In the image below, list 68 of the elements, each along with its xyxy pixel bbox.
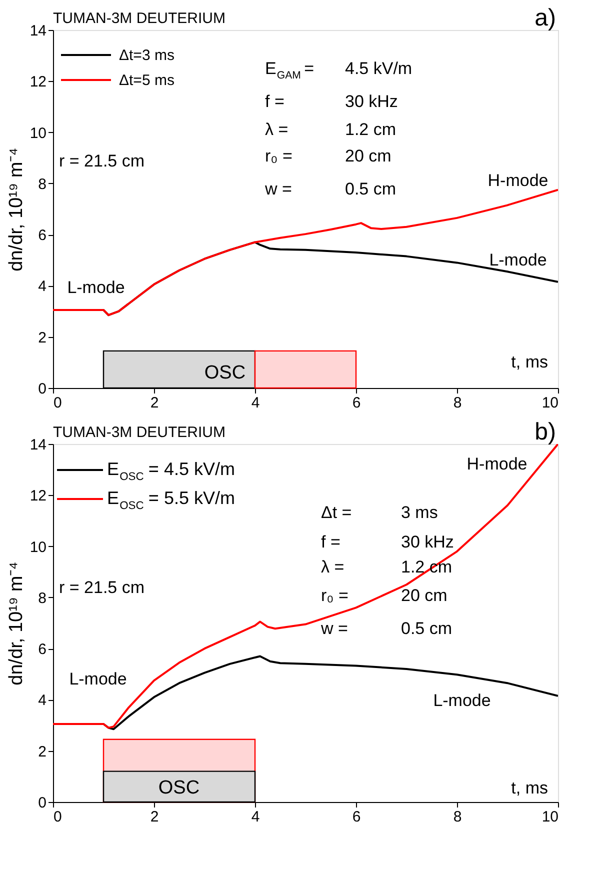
y-tick-label: 4 xyxy=(38,278,46,296)
x-tick-label: 8 xyxy=(453,394,462,412)
y-tick-label: 8 xyxy=(38,590,46,607)
annotation: 30 kHz xyxy=(345,92,398,111)
annotation: 3 ms xyxy=(401,503,438,522)
annotation: 20 cm xyxy=(401,586,448,605)
y-axis-title: dn/dr, 10¹⁹ m⁻⁴ xyxy=(6,148,27,272)
annotation: λ = xyxy=(265,120,288,140)
x-tick-label: 0 xyxy=(54,808,62,826)
y-tick-label: 10 xyxy=(30,538,46,556)
annotation: 1.2 cm xyxy=(401,558,452,577)
chart-title: TUMAN-3M DEUTERIUM xyxy=(53,424,226,441)
x-tick-label: 4 xyxy=(251,808,260,826)
y-tick-label: 2 xyxy=(38,743,46,760)
annotation: L-mode xyxy=(67,278,125,297)
annotation: w = xyxy=(320,618,348,638)
x-tick-label: 10 xyxy=(542,808,558,826)
y-tick-label: 0 xyxy=(38,380,46,398)
annotation: H-mode xyxy=(466,454,528,474)
annotation: Δt = xyxy=(321,503,352,522)
y-tick-label: 14 xyxy=(30,436,46,454)
x-tick-label: 4 xyxy=(251,394,260,412)
annotation: L-mode xyxy=(489,250,547,270)
annotation: OSC xyxy=(158,777,200,798)
x-tick-label: 6 xyxy=(352,394,361,412)
annotation: f = xyxy=(321,532,340,552)
legend-label: Δt=5 ms xyxy=(119,72,174,89)
annotation: w = xyxy=(264,180,292,199)
annotation: r₀ = xyxy=(265,146,292,166)
annotation: f = xyxy=(265,92,284,111)
annotation: 4.5 kV/m xyxy=(345,58,412,78)
y-tick-label: 10 xyxy=(30,124,46,142)
annotation: λ = xyxy=(321,558,344,577)
x-tick-label: 2 xyxy=(150,394,159,412)
y-tick-label: 2 xyxy=(38,329,46,346)
annotation: r₀ = xyxy=(321,586,348,605)
annotation: H-mode xyxy=(488,170,548,190)
annotation: OSC xyxy=(204,362,246,384)
annotation: r = 21.5 cm xyxy=(59,578,145,597)
annotation: t, ms xyxy=(511,352,548,372)
annotation: 0.5 cm xyxy=(401,618,452,638)
annotation: r = 21.5 cm xyxy=(59,151,145,170)
x-tick-label: 8 xyxy=(453,808,462,826)
annotation: 0.5 cm xyxy=(345,180,396,199)
y-tick-label: 6 xyxy=(38,227,46,244)
x-tick-label: 2 xyxy=(150,808,159,826)
chart-title: TUMAN-3M DEUTERIUM xyxy=(53,10,226,27)
x-tick-label: 0 xyxy=(54,394,62,412)
annotation: 30 kHz xyxy=(401,532,454,552)
y-axis-title: dn/dr, 10¹⁹ m⁻⁴ xyxy=(6,562,27,686)
annotation: a) xyxy=(534,4,556,32)
annotation: 20 cm xyxy=(345,146,392,166)
x-tick-label: 6 xyxy=(352,808,361,826)
y-tick-label: 12 xyxy=(30,74,46,91)
annotation: 1.2 cm xyxy=(345,120,396,140)
line-series xyxy=(53,444,558,729)
y-tick-label: 8 xyxy=(38,176,46,193)
y-tick-label: 4 xyxy=(38,692,46,710)
annotation: b) xyxy=(534,418,556,446)
annotation: L-mode xyxy=(433,690,491,710)
y-tick-label: 6 xyxy=(38,641,46,658)
annotation: L-mode xyxy=(69,669,127,688)
annotation: t, ms xyxy=(511,778,548,798)
y-tick-label: 14 xyxy=(30,22,46,40)
y-tick-label: 0 xyxy=(38,794,46,812)
x-tick-label: 10 xyxy=(542,394,558,412)
legend-label: Δt=3 ms xyxy=(119,47,174,64)
y-tick-label: 12 xyxy=(30,488,46,505)
